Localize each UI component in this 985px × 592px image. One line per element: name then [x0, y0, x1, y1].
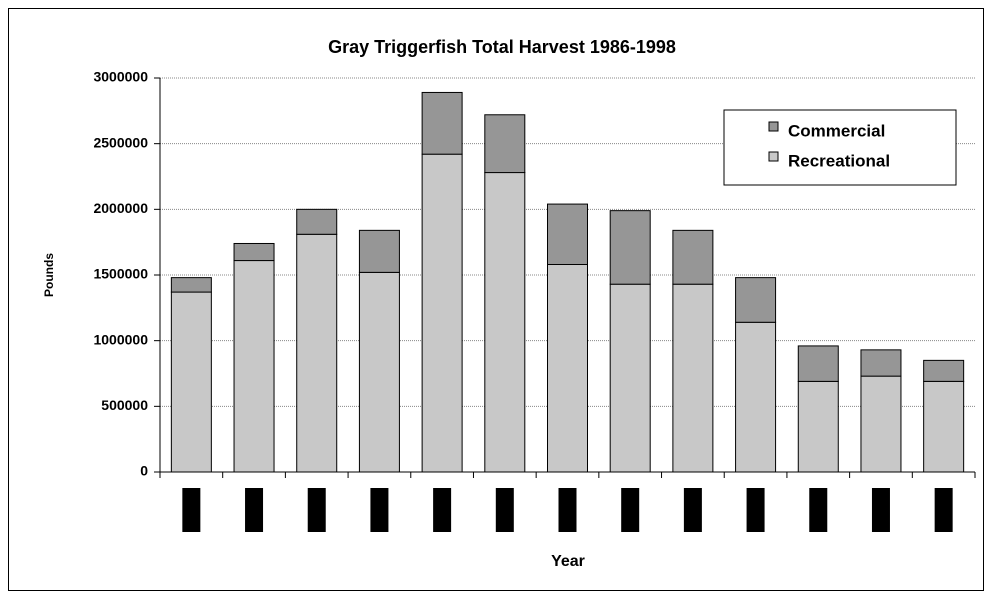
category-marker — [621, 488, 640, 532]
bar-segment — [547, 263, 588, 473]
bar-segment — [233, 260, 275, 473]
legend-label: Recreational — [788, 151, 890, 170]
legend-label: Commercial — [788, 121, 885, 140]
bar-segment — [296, 233, 338, 473]
bar-segment — [233, 242, 275, 262]
legend-swatch — [768, 151, 779, 162]
bar-segment — [421, 153, 463, 473]
bar-segment — [797, 380, 839, 473]
bar-segment — [296, 208, 338, 235]
bar-segment — [170, 291, 212, 473]
category-marker — [558, 488, 577, 532]
y-tick-label: 2000000 — [93, 200, 148, 216]
category-marker — [307, 488, 326, 532]
bar-segment — [609, 210, 651, 285]
category-marker — [934, 488, 953, 532]
chart-title: Gray Triggerfish Total Harvest 1986-1998 — [328, 37, 676, 57]
bar-segment — [170, 277, 212, 293]
category-marker — [370, 488, 389, 532]
y-tick-label: 1500000 — [93, 266, 148, 282]
category-marker — [245, 488, 264, 532]
bar-segment — [672, 283, 714, 473]
bar-segment — [860, 349, 902, 377]
y-tick-label: 3000000 — [93, 69, 148, 85]
category-marker — [746, 488, 765, 532]
category-marker — [182, 488, 201, 532]
bar-segment — [421, 91, 463, 155]
bar-segment — [735, 277, 777, 323]
bar-segment — [860, 375, 902, 473]
y-tick-label: 2500000 — [93, 134, 148, 150]
bar-segment — [797, 345, 839, 382]
category-marker — [809, 488, 828, 532]
bar-segment — [358, 271, 400, 473]
x-axis-label: Year — [551, 553, 585, 570]
category-marker — [871, 488, 890, 532]
y-tick-label: 1000000 — [93, 331, 148, 347]
bar-segment — [609, 283, 651, 473]
category-marker — [495, 488, 514, 532]
legend-swatch — [768, 121, 779, 132]
y-axis-label: Pounds — [42, 253, 56, 297]
bar-segment — [672, 229, 714, 285]
bar-segment — [923, 380, 965, 473]
legend-box — [723, 109, 957, 186]
category-marker — [683, 488, 702, 532]
category-marker — [433, 488, 452, 532]
bar-segment — [484, 172, 526, 473]
bar-segment — [923, 359, 965, 382]
y-tick-label: 500000 — [101, 397, 148, 413]
y-tick-label: 0 — [140, 463, 148, 479]
bar-segment — [547, 203, 588, 265]
bar-segment — [358, 229, 400, 273]
bar-segment — [735, 321, 777, 473]
bar-segment — [484, 114, 526, 174]
